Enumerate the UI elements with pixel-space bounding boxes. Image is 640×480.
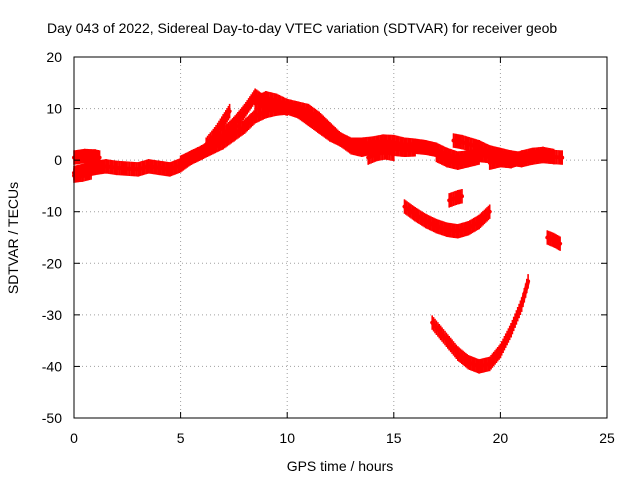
y-tick-label: -20 xyxy=(42,255,62,271)
chart-title: Day 043 of 2022, Sidereal Day-to-day VTE… xyxy=(47,20,557,36)
y-tick-label: -50 xyxy=(42,410,62,426)
x-tick-label: 5 xyxy=(177,430,185,446)
x-axis-title: GPS time / hours xyxy=(287,458,394,474)
y-tick-label: 0 xyxy=(54,152,62,168)
plot-frame xyxy=(73,56,608,419)
x-tick-label: 0 xyxy=(70,430,78,446)
axis-ticks: 0 5 10 15 20 25 -50 -40 -30 -20 -10 0 10 20 xyxy=(42,49,615,446)
series-arc-tail-15 xyxy=(545,230,563,251)
y-tick-label: -40 xyxy=(42,358,62,374)
y-tick-label: 10 xyxy=(46,101,62,117)
data-series xyxy=(72,88,565,374)
series-arc-start-flat xyxy=(72,148,102,165)
x-tick-label: 15 xyxy=(386,430,402,446)
y-tick-label: 20 xyxy=(46,49,62,65)
series-arc-late-mid xyxy=(487,146,556,170)
series-arc-late-lower xyxy=(434,147,482,170)
x-tick-label: 20 xyxy=(493,430,509,446)
series-arc-peak-side xyxy=(295,103,332,139)
series-arc-rise-mid xyxy=(204,103,232,152)
y-axis-title: SDTVAR / TECUs xyxy=(5,182,21,294)
y-tick-label: -10 xyxy=(42,204,62,220)
y-tick-label: -30 xyxy=(42,307,62,323)
series-arc-bowl-deep xyxy=(430,274,531,374)
series-arc-bowl-upper xyxy=(402,199,492,239)
x-tick-label: 10 xyxy=(279,430,295,446)
x-tick-label: 25 xyxy=(599,430,615,446)
series-arc-small-7h xyxy=(447,189,464,208)
series-arc-dip-15h xyxy=(366,145,396,165)
